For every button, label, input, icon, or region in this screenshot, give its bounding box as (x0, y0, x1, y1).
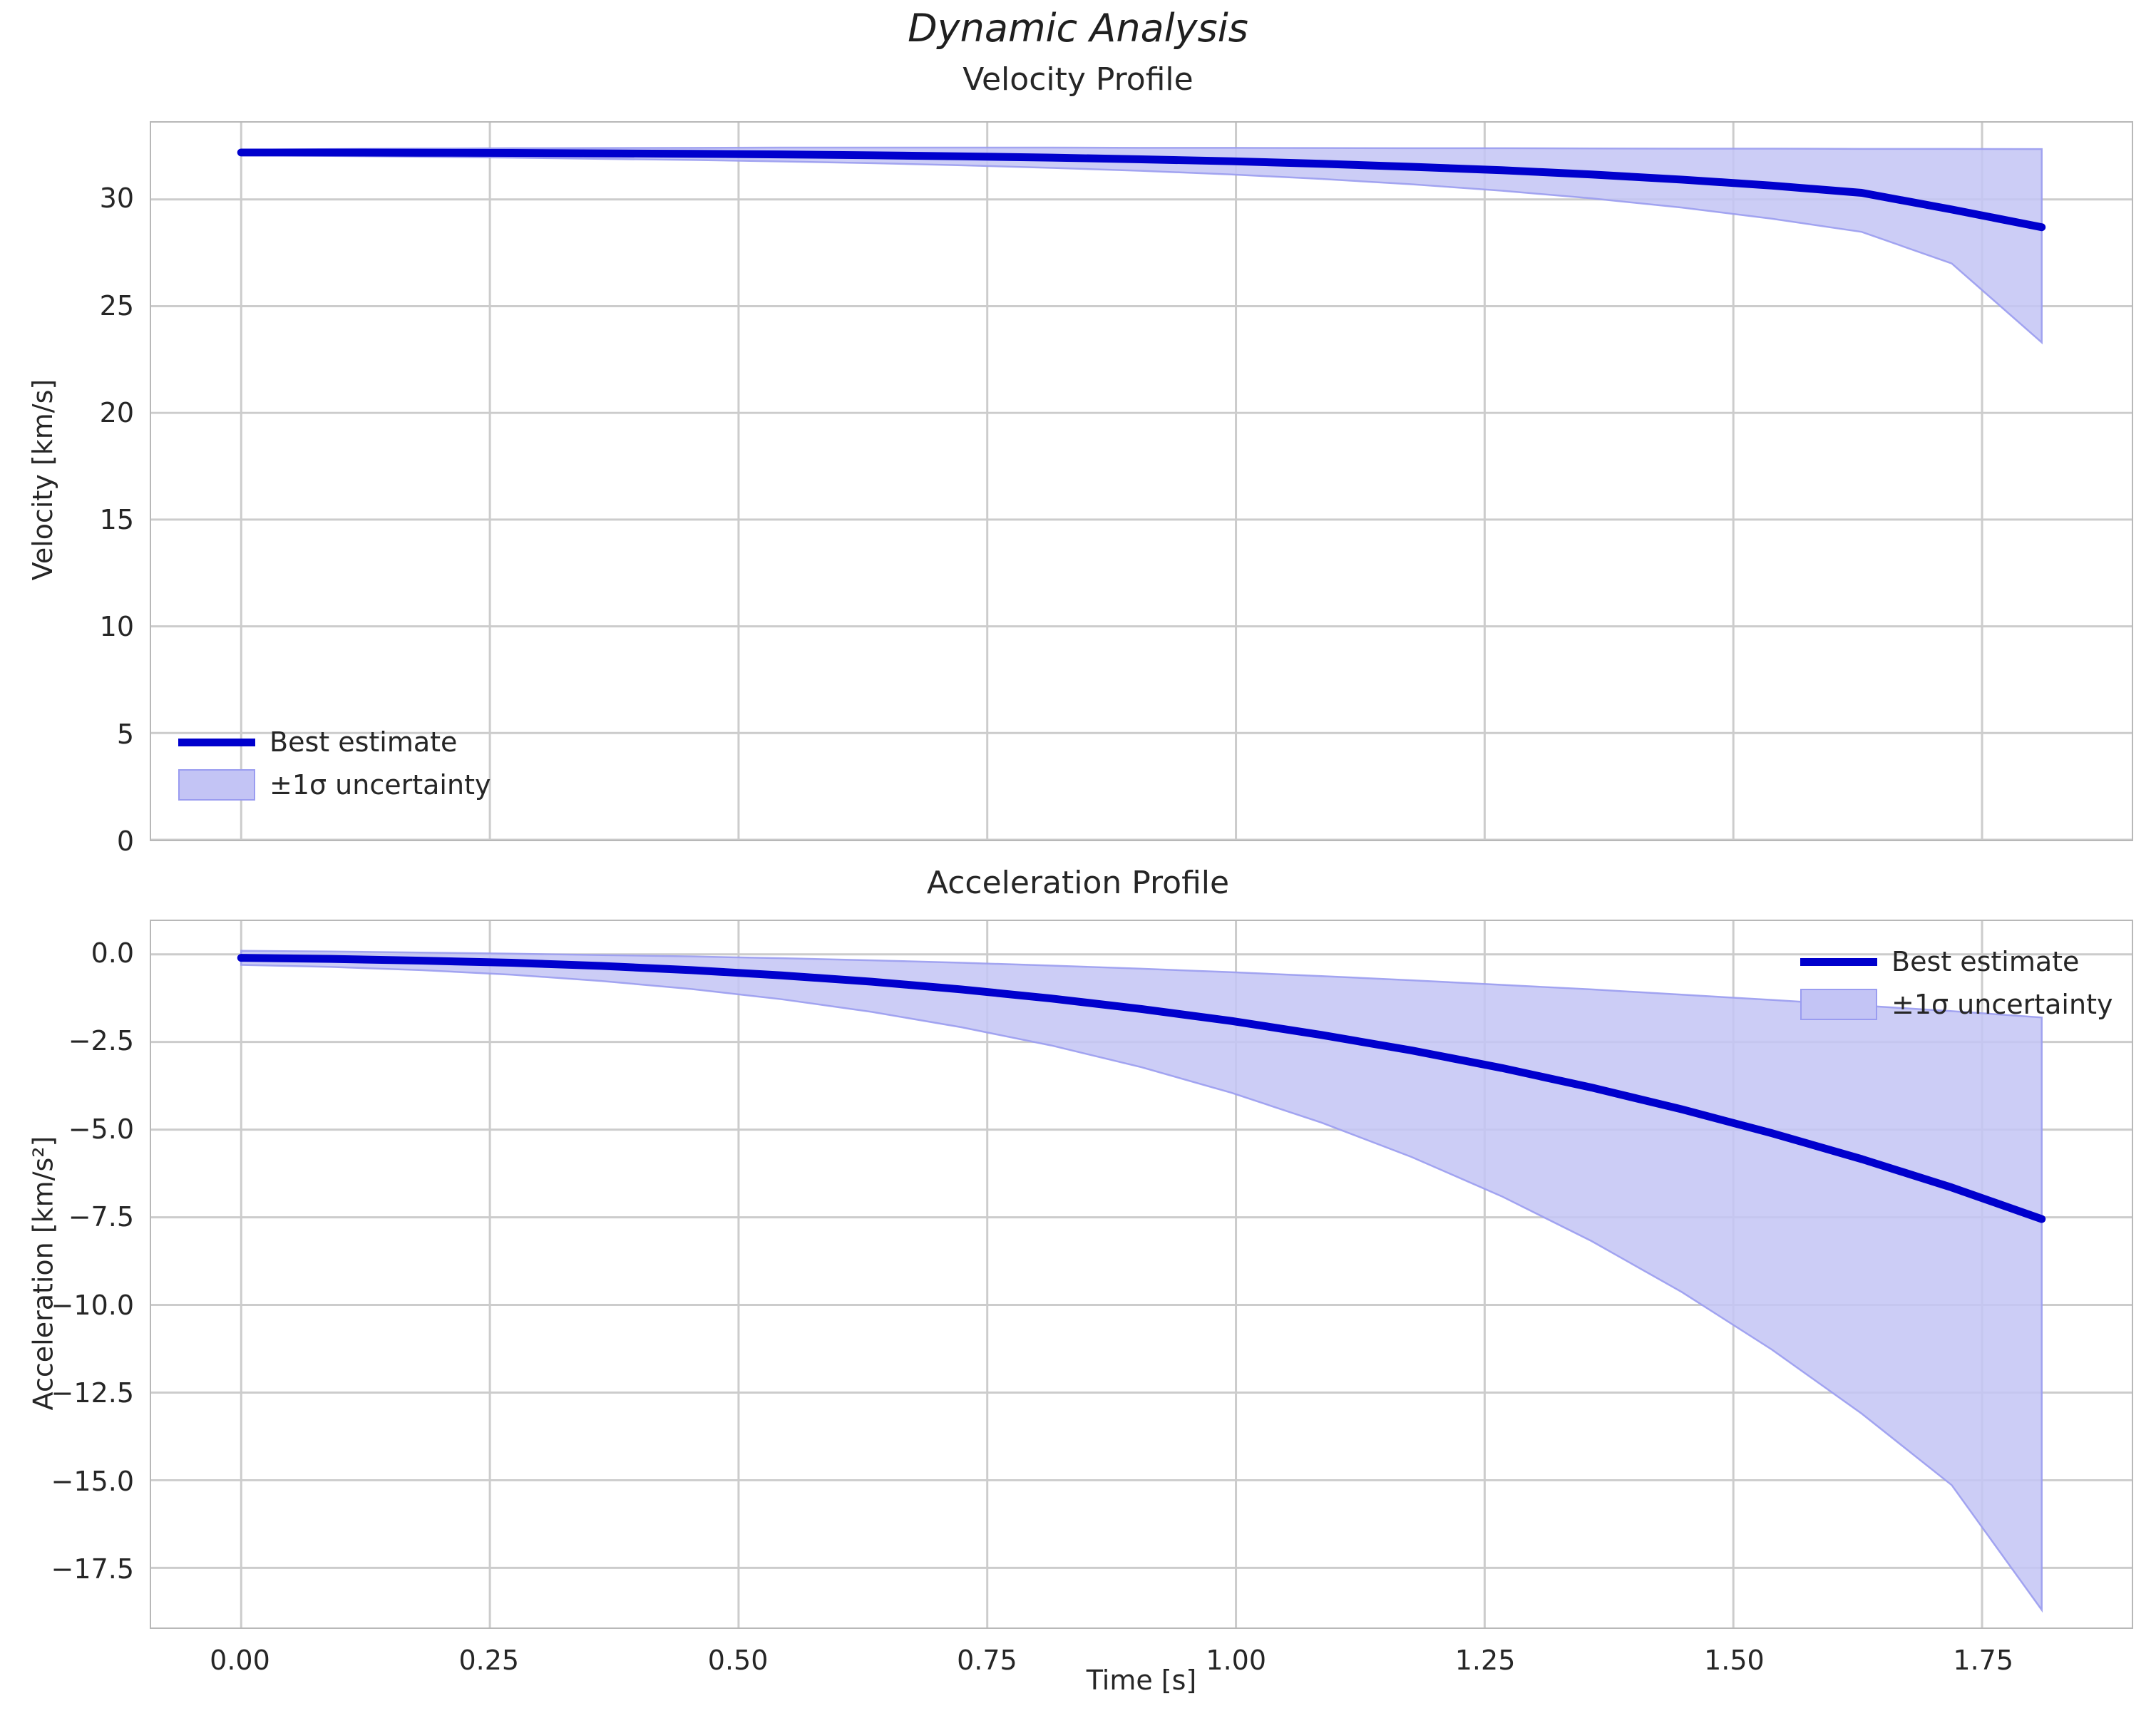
velocity-ytick-label: 30 (99, 182, 134, 215)
acceleration-ytick-label: −7.5 (68, 1201, 134, 1233)
velocity-ytick-label: 5 (116, 718, 134, 750)
legend-label-best-estimate-accel: Best estimate (1891, 946, 2080, 977)
time-xtick-label: 0.75 (957, 1645, 1017, 1676)
acceleration-ytick-label: −17.5 (51, 1553, 134, 1585)
legend-entry-best-estimate-accel: Best estimate (1800, 945, 2113, 978)
velocity-plot-title: Velocity Profile (962, 61, 1194, 98)
time-axis-label: Time [s] (1086, 1665, 1197, 1696)
acceleration-ytick-label: 0.0 (91, 937, 134, 969)
velocity-plot-area (150, 121, 2133, 841)
acceleration-plot-title: Acceleration Profile (926, 865, 1230, 901)
acceleration-axis-label: Acceleration [km/s²] (27, 1136, 58, 1410)
velocity-legend: Best estimate ±1σ uncertainty (171, 721, 498, 806)
legend-band-swatch-icon (178, 769, 255, 801)
legend-entry-uncertainty: ±1σ uncertainty (178, 768, 491, 801)
velocity-ytick-label: 25 (99, 289, 134, 322)
legend-entry-best-estimate: Best estimate (178, 726, 491, 758)
velocity-ytick-label: 10 (99, 611, 134, 643)
legend-label-best-estimate: Best estimate (270, 726, 458, 758)
figure-suptitle: Dynamic Analysis (908, 6, 1248, 51)
legend-entry-uncertainty-accel: ±1σ uncertainty (1800, 988, 2113, 1021)
velocity-ytick-label: 0 (116, 826, 134, 857)
time-xtick-label: 1.50 (1704, 1645, 1765, 1676)
time-xtick-label: 1.25 (1454, 1645, 1516, 1676)
acceleration-plot-svg (151, 921, 2132, 1627)
acceleration-ytick-label: −15.0 (51, 1465, 134, 1497)
legend-label-uncertainty-accel: ±1σ uncertainty (1891, 989, 2113, 1020)
legend-band-swatch-icon (1800, 989, 1877, 1020)
velocity-axis-label: Velocity [km/s] (27, 379, 58, 581)
acceleration-ytick-label: −10.0 (51, 1289, 134, 1321)
legend-line-swatch-icon (178, 738, 255, 746)
acceleration-legend: Best estimate ±1σ uncertainty (1793, 941, 2120, 1025)
legend-label-uncertainty: ±1σ uncertainty (270, 769, 491, 801)
velocity-ytick-label: 20 (99, 396, 134, 428)
velocity-ytick-label: 15 (99, 504, 134, 536)
acceleration-plot-area (150, 920, 2133, 1629)
time-xtick-label: 0.25 (458, 1645, 520, 1676)
time-xtick-label: 1.00 (1206, 1645, 1267, 1676)
time-xtick-label: 1.75 (1953, 1645, 2014, 1676)
time-xtick-label: 0.00 (210, 1645, 270, 1676)
acceleration-ytick-label: −2.5 (68, 1025, 134, 1057)
legend-line-swatch-icon (1800, 957, 1877, 966)
acceleration-ytick-label: −12.5 (51, 1377, 134, 1409)
acceleration-ytick-label: −5.0 (68, 1113, 134, 1145)
time-xtick-label: 0.50 (707, 1645, 769, 1676)
velocity-plot-svg (151, 123, 2132, 840)
